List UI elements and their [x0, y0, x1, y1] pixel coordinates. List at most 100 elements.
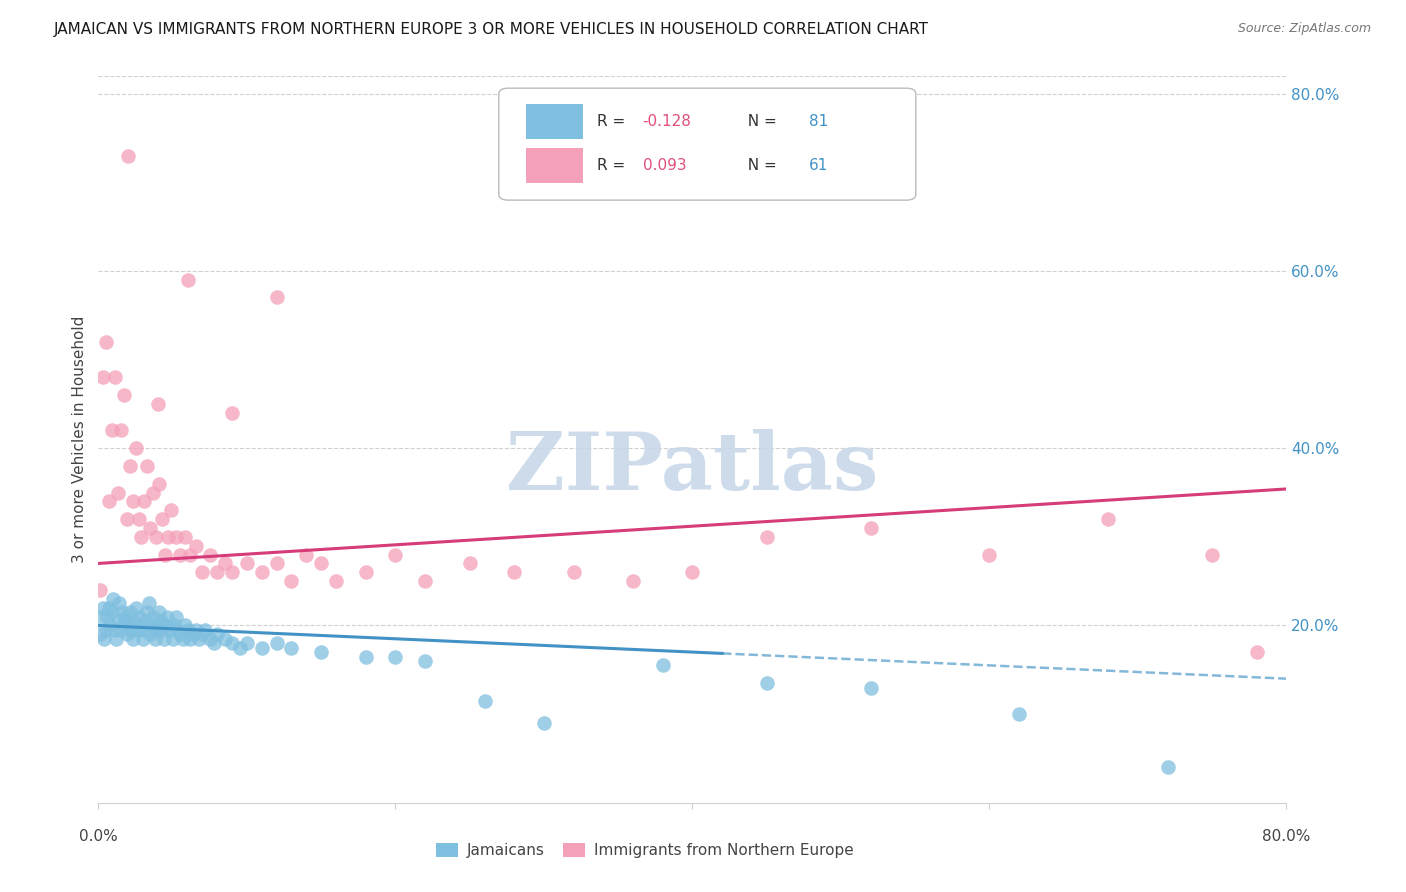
Point [150, 512, 173, 526]
Point [384, 649, 406, 664]
Point [108, 596, 131, 610]
Point [136, 605, 159, 619]
Point [134, 494, 156, 508]
Point [202, 636, 225, 650]
Point [176, 623, 198, 637]
FancyBboxPatch shape [526, 148, 583, 183]
Point [104, 623, 127, 637]
Point [156, 609, 179, 624]
Point [97, 494, 120, 508]
Point [112, 614, 135, 628]
Point [103, 591, 125, 606]
Text: Source: ZipAtlas.com: Source: ZipAtlas.com [1237, 22, 1371, 36]
Point [114, 609, 136, 624]
Point [172, 632, 194, 646]
Point [104, 370, 127, 384]
FancyBboxPatch shape [526, 104, 583, 139]
Point [1201, 548, 1223, 562]
Point [194, 623, 217, 637]
Point [155, 548, 177, 562]
Point [145, 530, 167, 544]
Point [138, 596, 160, 610]
Point [1097, 512, 1119, 526]
Point [755, 530, 778, 544]
Point [458, 557, 481, 571]
Point [110, 623, 132, 637]
Point [115, 512, 138, 526]
Point [474, 694, 496, 708]
Point [122, 614, 145, 628]
Point [159, 623, 181, 637]
Point [150, 623, 173, 637]
Point [101, 605, 124, 619]
Text: ZIPatlas: ZIPatlas [506, 429, 879, 508]
Point [413, 574, 436, 589]
Point [266, 636, 288, 650]
Text: 80.0%: 80.0% [1263, 830, 1310, 845]
FancyBboxPatch shape [499, 88, 915, 200]
Point [155, 618, 177, 632]
Point [621, 574, 644, 589]
Point [135, 614, 157, 628]
Point [111, 605, 134, 619]
Point [162, 632, 184, 646]
Point [160, 503, 183, 517]
Point [214, 557, 236, 571]
Point [142, 609, 165, 624]
Point [145, 623, 167, 637]
Point [755, 676, 778, 690]
Point [94, 623, 117, 637]
Point [179, 632, 201, 646]
Point [90, 609, 112, 624]
Point [859, 681, 882, 695]
Point [107, 485, 129, 500]
Legend: Jamaicans, Immigrants from Northern Europe: Jamaicans, Immigrants from Northern Euro… [430, 837, 859, 864]
Point [169, 548, 191, 562]
Point [112, 388, 135, 402]
Point [146, 618, 169, 632]
Point [191, 566, 214, 580]
Point [148, 476, 170, 491]
Point [280, 640, 302, 655]
Point [94, 334, 117, 349]
Point [207, 566, 229, 580]
Point [266, 557, 288, 571]
Point [105, 632, 128, 646]
Point [186, 623, 208, 637]
Point [93, 632, 115, 646]
Point [157, 530, 180, 544]
Point [979, 548, 1001, 562]
Y-axis label: 3 or more Vehicles in Household: 3 or more Vehicles in Household [72, 316, 87, 563]
Point [128, 512, 150, 526]
Point [183, 627, 205, 641]
Point [221, 406, 243, 420]
Point [136, 458, 159, 473]
Point [295, 548, 318, 562]
Point [1008, 707, 1031, 722]
Point [173, 618, 195, 632]
Point [651, 658, 673, 673]
Point [124, 600, 146, 615]
Point [354, 566, 377, 580]
Point [139, 521, 162, 535]
Point [98, 618, 121, 632]
Point [163, 618, 186, 632]
Point [207, 627, 229, 641]
Point [266, 290, 288, 304]
Point [176, 273, 198, 287]
Point [214, 632, 236, 646]
Point [118, 458, 141, 473]
Point [142, 485, 165, 500]
Point [91, 370, 114, 384]
Text: 0.0%: 0.0% [79, 830, 118, 845]
Text: -0.128: -0.128 [643, 114, 692, 129]
Point [141, 618, 163, 632]
Text: N =: N = [738, 114, 782, 129]
Text: R =: R = [598, 114, 630, 129]
Point [143, 632, 166, 646]
Point [152, 632, 174, 646]
Point [96, 609, 118, 624]
Point [118, 605, 141, 619]
Text: 0.093: 0.093 [643, 158, 686, 173]
Point [117, 148, 139, 162]
